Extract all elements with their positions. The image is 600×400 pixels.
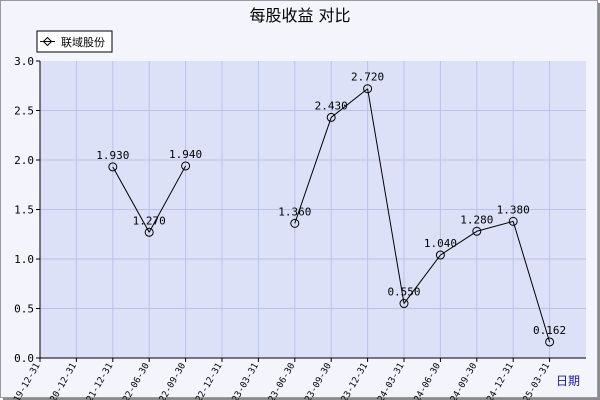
data-label: 0.162 — [533, 324, 566, 337]
data-label: 2.430 — [315, 99, 348, 112]
data-label: 1.270 — [133, 214, 166, 227]
series-segment — [440, 230, 478, 256]
data-label: 0.550 — [387, 286, 420, 299]
x-tick-label: 2022-12-31 — [189, 362, 225, 400]
y-tick-label: 1.5 — [14, 204, 34, 217]
data-point — [399, 299, 409, 309]
x-tick-label: 2021-12-31 — [80, 362, 116, 400]
data-labels: 1.930 1.270 1.940 1.360 2.430 2.720 0.550 1.040… — [96, 71, 566, 337]
data-point — [363, 84, 373, 94]
x-tick-label: 2024-12-31 — [480, 362, 516, 400]
y-tick-label: 1.0 — [14, 253, 34, 266]
x-tick-label: 2020-12-31 — [43, 362, 79, 400]
data-label: 1.930 — [96, 149, 129, 162]
legend-label: 联域股份 — [61, 36, 105, 49]
y-tick-label: 0.5 — [14, 303, 34, 316]
data-label: 1.940 — [169, 148, 202, 161]
series-segment — [330, 88, 368, 118]
y-tick-label: 2.5 — [14, 105, 34, 118]
grid-lines — [40, 61, 586, 358]
x-tick-label: 2019-12-31 — [7, 362, 43, 400]
series-segment — [112, 166, 150, 233]
series-segment — [148, 165, 187, 233]
y-tick-label: 0.0 — [14, 352, 34, 365]
series-segment — [512, 221, 551, 343]
data-point — [181, 161, 191, 171]
data-label: 1.040 — [424, 237, 457, 250]
data-label: 1.360 — [278, 205, 311, 218]
data-point — [326, 112, 336, 122]
x-tick-label: 2023-12-31 — [334, 362, 370, 400]
x-axis-label: 日期 — [556, 374, 580, 388]
x-tick-label: 2024-06-30 — [407, 362, 443, 400]
x-tick-label: 2024-09-30 — [444, 362, 480, 400]
x-tick-label: 2023-09-30 — [298, 362, 334, 400]
x-tick-label: 2024-03-31 — [371, 362, 407, 400]
x-tick-label: 2022-09-30 — [152, 362, 188, 400]
y-tick-label: 2.0 — [14, 154, 34, 167]
data-point — [435, 250, 445, 260]
series-markers — [108, 84, 555, 347]
chart-title: 每股收益 对比 — [249, 6, 350, 25]
x-axis: 2019-12-31 2020-12-31 2021-12-31 2022-06-30… — [7, 357, 586, 400]
y-tick-label: 3.0 — [14, 55, 34, 68]
y-axis: 0.0 0.5 1.0 1.5 2.0 2.5 3.0 — [14, 55, 41, 365]
series-segment — [367, 88, 405, 304]
data-point — [508, 216, 518, 226]
series-segment — [403, 254, 441, 304]
data-point — [144, 227, 154, 237]
data-point — [545, 337, 555, 347]
x-tick-label: 2025-03-31 — [516, 362, 552, 400]
data-point — [108, 162, 118, 172]
series-segment — [476, 220, 514, 232]
x-tick-label: 2023-03-31 — [225, 362, 261, 400]
x-tick-label: 2022-06-30 — [116, 362, 152, 400]
series-lines — [112, 88, 551, 343]
legend: 联域股份 — [36, 30, 113, 53]
legend-marker-icon — [42, 36, 53, 47]
data-label: 1.380 — [497, 203, 530, 216]
data-label: 2.720 — [351, 71, 384, 84]
x-tick-label: 2023-06-30 — [262, 362, 298, 400]
data-point — [472, 226, 482, 236]
data-label: 1.280 — [460, 213, 493, 226]
data-point — [290, 218, 300, 228]
series-segment — [294, 117, 332, 224]
legend-box — [36, 30, 113, 53]
